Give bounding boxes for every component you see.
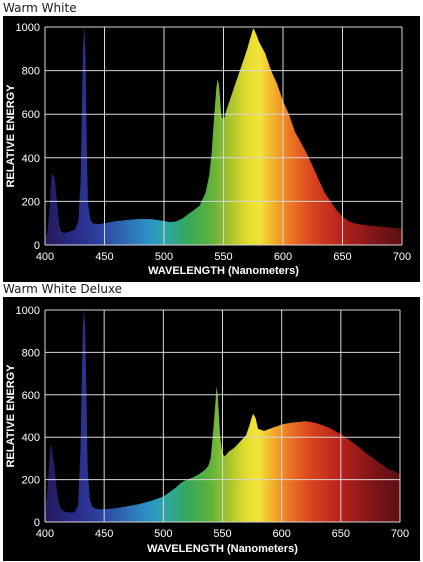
x-tick-label: 500 — [154, 528, 172, 540]
x-tick-label: 450 — [95, 528, 113, 540]
x-tick-label: 450 — [95, 251, 113, 263]
y-axis-label: RELATIVE ENERGY — [5, 364, 17, 468]
x-tick-label: 700 — [393, 251, 411, 263]
chart-1-title: Warm White — [3, 1, 77, 15]
y-tick-label: 200 — [22, 475, 40, 487]
chart-2: 0 200 400 600 800 1000 400 450 500 550 600 650 700 WA… — [3, 297, 420, 561]
x-tick-label: 550 — [214, 251, 232, 263]
x-tick-label: 600 — [272, 528, 290, 540]
x-axis-label: WAVELENGTH (Nanometers) — [147, 543, 298, 555]
y-axis-label: RELATIVE ENERGY — [5, 84, 17, 188]
spectrum-area — [45, 310, 400, 522]
x-tick-label: 700 — [391, 528, 409, 540]
y-tick-label: 600 — [22, 390, 40, 402]
y-tick-label: 400 — [22, 432, 40, 444]
y-tick-label: 1000 — [16, 305, 40, 317]
chart-1: 0 200 400 600 800 1000 400 450 500 550 600 650 700 WA… — [3, 16, 420, 282]
y-tick-label: 600 — [22, 109, 40, 121]
x-axis-label: WAVELENGTH (Nanometers) — [148, 265, 299, 277]
y-tick-label: 800 — [22, 66, 40, 78]
y-tick-label: 200 — [22, 196, 40, 208]
y-tick-label: 800 — [22, 347, 40, 359]
x-tick-label: 400 — [36, 528, 54, 540]
chart-2-title: Warm White Deluxe — [3, 282, 123, 296]
x-tick-label: 400 — [36, 251, 54, 263]
x-tick-label: 650 — [332, 528, 350, 540]
y-tick-label: 0 — [34, 240, 40, 252]
y-tick-label: 1000 — [16, 22, 40, 34]
y-tick-label: 0 — [34, 517, 40, 529]
x-tick-label: 650 — [333, 251, 351, 263]
x-tick-label: 500 — [155, 251, 173, 263]
grid — [44, 26, 403, 246]
x-tick-label: 550 — [213, 528, 231, 540]
y-tick-label: 400 — [22, 153, 40, 165]
grid — [44, 309, 401, 523]
x-tick-label: 600 — [274, 251, 292, 263]
